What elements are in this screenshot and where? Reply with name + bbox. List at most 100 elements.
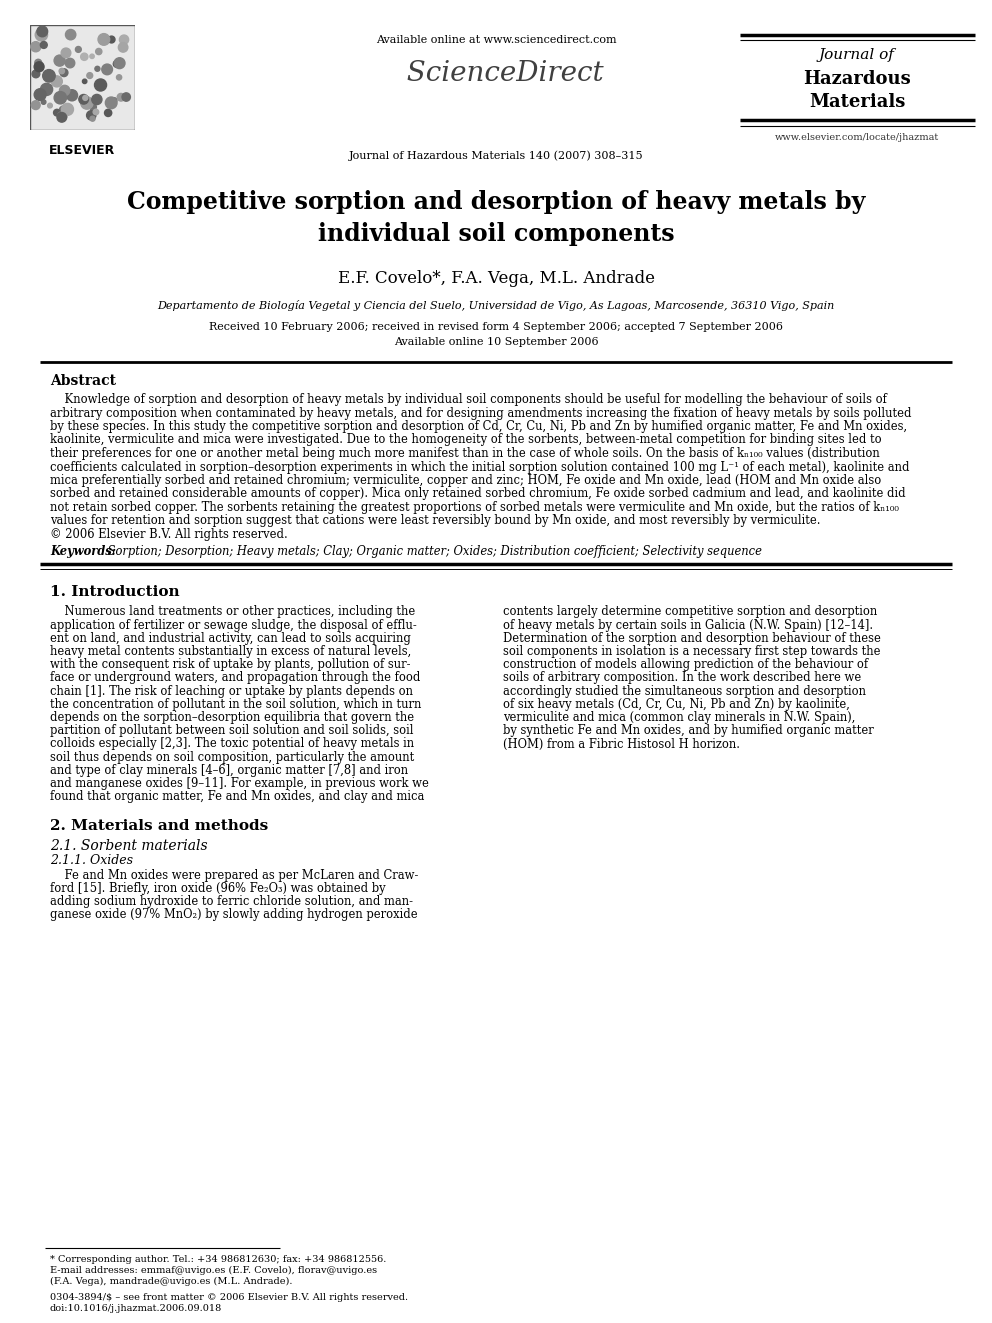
Circle shape (82, 79, 87, 83)
Circle shape (114, 58, 125, 69)
Circle shape (102, 64, 112, 74)
Circle shape (35, 60, 42, 66)
Circle shape (87, 73, 92, 78)
Circle shape (31, 41, 41, 52)
Circle shape (75, 46, 81, 53)
Text: Determination of the sorption and desorption behaviour of these: Determination of the sorption and desorp… (503, 632, 881, 644)
Text: Journal of: Journal of (819, 48, 895, 62)
Circle shape (60, 106, 69, 115)
Circle shape (55, 91, 66, 105)
Text: mica preferentially sorbed and retained chromium; vermiculite, copper and zinc; : mica preferentially sorbed and retained … (50, 474, 881, 487)
Text: adding sodium hydroxide to ferric chloride solution, and man-: adding sodium hydroxide to ferric chlori… (50, 894, 413, 908)
Text: soil components in isolation is a necessary first step towards the: soil components in isolation is a necess… (503, 646, 881, 658)
Circle shape (113, 61, 120, 67)
Text: vermiculite and mica (common clay minerals in N.W. Spain),: vermiculite and mica (common clay minera… (503, 710, 855, 724)
Circle shape (58, 111, 66, 120)
Circle shape (66, 90, 77, 101)
Text: of six heavy metals (Cd, Cr, Cu, Ni, Pb and Zn) by kaolinite,: of six heavy metals (Cd, Cr, Cu, Ni, Pb … (503, 699, 850, 710)
Circle shape (62, 103, 73, 115)
Circle shape (36, 29, 48, 41)
Text: partition of pollutant between soil solution and soil solids, soil: partition of pollutant between soil solu… (50, 724, 414, 737)
Text: their preferences for one or another metal being much more manifest than in the : their preferences for one or another met… (50, 447, 880, 460)
Circle shape (90, 116, 95, 122)
Circle shape (104, 110, 112, 116)
Circle shape (122, 93, 130, 102)
Circle shape (65, 29, 75, 40)
Text: Abstract: Abstract (50, 374, 116, 388)
Text: ent on land, and industrial activity, can lead to soils acquiring: ent on land, and industrial activity, ca… (50, 632, 411, 644)
Text: 1. Introduction: 1. Introduction (50, 586, 180, 599)
Text: 2. Materials and methods: 2. Materials and methods (50, 819, 268, 833)
Circle shape (111, 98, 117, 103)
Circle shape (62, 48, 70, 58)
Text: ford [15]. Briefly, iron oxide (96% Fe₂O₃) was obtained by: ford [15]. Briefly, iron oxide (96% Fe₂O… (50, 881, 386, 894)
Text: individual soil components: individual soil components (317, 222, 675, 246)
Text: doi:10.1016/j.jhazmat.2006.09.018: doi:10.1016/j.jhazmat.2006.09.018 (50, 1304, 222, 1312)
Circle shape (57, 57, 63, 64)
Text: Hazardous: Hazardous (804, 70, 911, 89)
Circle shape (32, 101, 40, 110)
Text: not retain sorbed copper. The sorbents retaining the greatest proportions of sor: not retain sorbed copper. The sorbents r… (50, 501, 899, 515)
Circle shape (48, 103, 53, 108)
Text: © 2006 Elsevier B.V. All rights reserved.: © 2006 Elsevier B.V. All rights reserved… (50, 528, 288, 541)
Text: soils of arbitrary composition. In the work described here we: soils of arbitrary composition. In the w… (503, 672, 861, 684)
Text: by these species. In this study the competitive sorption and desorption of Cd, C: by these species. In this study the comp… (50, 419, 907, 433)
Text: www.elsevier.com/locate/jhazmat: www.elsevier.com/locate/jhazmat (775, 134, 939, 142)
Text: (F.A. Vega), mandrade@uvigo.es (M.L. Andrade).: (F.A. Vega), mandrade@uvigo.es (M.L. And… (50, 1277, 293, 1286)
Circle shape (42, 99, 46, 105)
Text: kaolinite, vermiculite and mica were investigated. Due to the homogeneity of the: kaolinite, vermiculite and mica were inv… (50, 434, 882, 446)
Circle shape (54, 110, 61, 116)
Text: Knowledge of sorption and desorption of heavy metals by individual soil componen: Knowledge of sorption and desorption of … (50, 393, 887, 406)
Circle shape (43, 70, 56, 82)
Circle shape (95, 66, 100, 71)
Text: 0304-3894/$ – see front matter © 2006 Elsevier B.V. All rights reserved.: 0304-3894/$ – see front matter © 2006 El… (50, 1293, 408, 1302)
Text: depends on the sorption–desorption equilibria that govern the: depends on the sorption–desorption equil… (50, 710, 414, 724)
Circle shape (90, 54, 94, 58)
Circle shape (93, 110, 98, 115)
Circle shape (37, 26, 48, 37)
Text: the concentration of pollutant in the soil solution, which in turn: the concentration of pollutant in the so… (50, 699, 422, 710)
Text: ELSEVIER: ELSEVIER (50, 144, 116, 157)
Text: 2.1. Sorbent materials: 2.1. Sorbent materials (50, 839, 207, 852)
Circle shape (41, 83, 53, 95)
Text: and manganese oxides [9–11]. For example, in previous work we: and manganese oxides [9–11]. For example… (50, 777, 429, 790)
Text: Available online at www.sciencedirect.com: Available online at www.sciencedirect.co… (376, 34, 616, 45)
Circle shape (57, 112, 66, 122)
Circle shape (105, 97, 117, 108)
Text: accordingly studied the simultaneous sorption and desorption: accordingly studied the simultaneous sor… (503, 685, 866, 697)
Text: face or underground waters, and propagation through the food: face or underground waters, and propagat… (50, 672, 421, 684)
Circle shape (80, 53, 88, 61)
Text: contents largely determine competitive sorption and desorption: contents largely determine competitive s… (503, 606, 877, 618)
Text: Numerous land treatments or other practices, including the: Numerous land treatments or other practi… (50, 606, 416, 618)
Text: Journal of Hazardous Materials 140 (2007) 308–315: Journal of Hazardous Materials 140 (2007… (348, 149, 644, 160)
Text: Materials: Materials (808, 93, 905, 111)
Circle shape (82, 95, 88, 101)
Text: chain [1]. The risk of leaching or uptake by plants depends on: chain [1]. The risk of leaching or uptak… (50, 685, 413, 697)
Circle shape (41, 41, 48, 49)
Circle shape (98, 33, 110, 45)
Text: * Corresponding author. Tel.: +34 986812630; fax: +34 986812556.: * Corresponding author. Tel.: +34 986812… (50, 1256, 386, 1263)
Circle shape (60, 85, 69, 95)
Circle shape (118, 42, 128, 52)
Text: soil thus depends on soil composition, particularly the amount: soil thus depends on soil composition, p… (50, 750, 415, 763)
Text: Fe and Mn oxides were prepared as per McLaren and Craw-: Fe and Mn oxides were prepared as per Mc… (50, 868, 419, 881)
Circle shape (86, 111, 96, 120)
Text: coefficients calculated in sorption–desorption experiments in which the initial : coefficients calculated in sorption–deso… (50, 460, 910, 474)
Text: application of fertilizer or sewage sludge, the disposal of efflu-: application of fertilizer or sewage slud… (50, 619, 417, 631)
Circle shape (32, 70, 40, 78)
Text: colloids especially [2,3]. The toxic potential of heavy metals in: colloids especially [2,3]. The toxic pot… (50, 737, 414, 750)
Text: sorbed and retained considerable amounts of copper). Mica only retained sorbed c: sorbed and retained considerable amounts… (50, 487, 906, 500)
Text: Competitive sorption and desorption of heavy metals by: Competitive sorption and desorption of h… (127, 191, 865, 214)
Circle shape (94, 79, 106, 91)
Text: 2.1.1. Oxides: 2.1.1. Oxides (50, 855, 133, 868)
Text: found that organic matter, Fe and Mn oxides, and clay and mica: found that organic matter, Fe and Mn oxi… (50, 790, 425, 803)
Circle shape (34, 89, 46, 101)
Text: construction of models allowing prediction of the behaviour of: construction of models allowing predicti… (503, 659, 868, 671)
Text: E.F. Covelo*, F.A. Vega, M.L. Andrade: E.F. Covelo*, F.A. Vega, M.L. Andrade (337, 270, 655, 287)
Circle shape (116, 75, 122, 79)
Text: Departamento de Biología Vegetal y Ciencia del Suelo, Universidad de Vigo, As La: Departamento de Biología Vegetal y Cienc… (158, 300, 834, 311)
Circle shape (61, 69, 67, 77)
Circle shape (119, 34, 129, 44)
Circle shape (92, 94, 102, 105)
Circle shape (34, 62, 44, 71)
